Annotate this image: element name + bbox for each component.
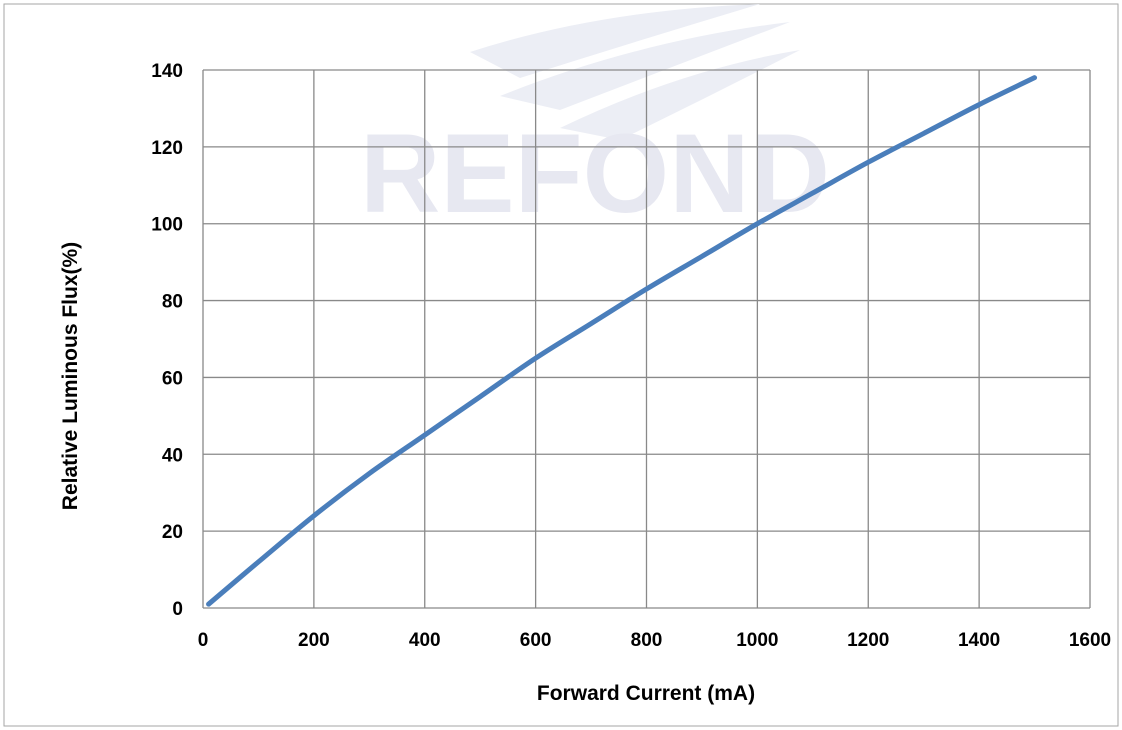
- watermark-swoosh: [500, 22, 790, 110]
- series-layer: [206, 75, 1038, 607]
- y-tick-label: 0: [172, 599, 183, 620]
- watermark-swoosh: [470, 4, 760, 78]
- gridlines: [202, 69, 1091, 609]
- y-tick-label: 100: [151, 215, 183, 236]
- y-tick-label: 80: [162, 292, 183, 313]
- x-tick-label: 1000: [736, 630, 778, 651]
- series-line: [206, 75, 1038, 607]
- y-axis-title: Relative Luminous Flux(%): [59, 242, 82, 510]
- watermark-logo: REFOND: [360, 4, 830, 236]
- x-tick-label: 0: [198, 630, 209, 651]
- watermark-swoosh: [560, 50, 800, 140]
- watermark-text: REFOND: [360, 111, 830, 236]
- y-tick-label: 40: [162, 445, 183, 466]
- y-tick-label: 120: [151, 138, 183, 159]
- x-axis-title: Forward Current (mA): [537, 682, 755, 705]
- x-tick-label: 800: [631, 630, 663, 651]
- x-tick-label: 1600: [1069, 630, 1111, 651]
- x-tick-label: 1400: [958, 630, 1000, 651]
- x-tick-label: 1200: [847, 630, 889, 651]
- y-tick-label: 60: [162, 368, 183, 389]
- y-tick-label: 20: [162, 522, 183, 543]
- x-axis-ticks: 0 200 400 600 800 1000 1200 1400 1600: [198, 630, 1111, 651]
- y-axis-ticks: 0 20 40 60 80 100 120 140: [151, 61, 183, 620]
- chart-border: [3, 3, 1119, 727]
- x-tick-label: 400: [409, 630, 441, 651]
- x-tick-label: 200: [298, 630, 330, 651]
- y-tick-label: 140: [151, 61, 183, 82]
- x-tick-label: 600: [520, 630, 552, 651]
